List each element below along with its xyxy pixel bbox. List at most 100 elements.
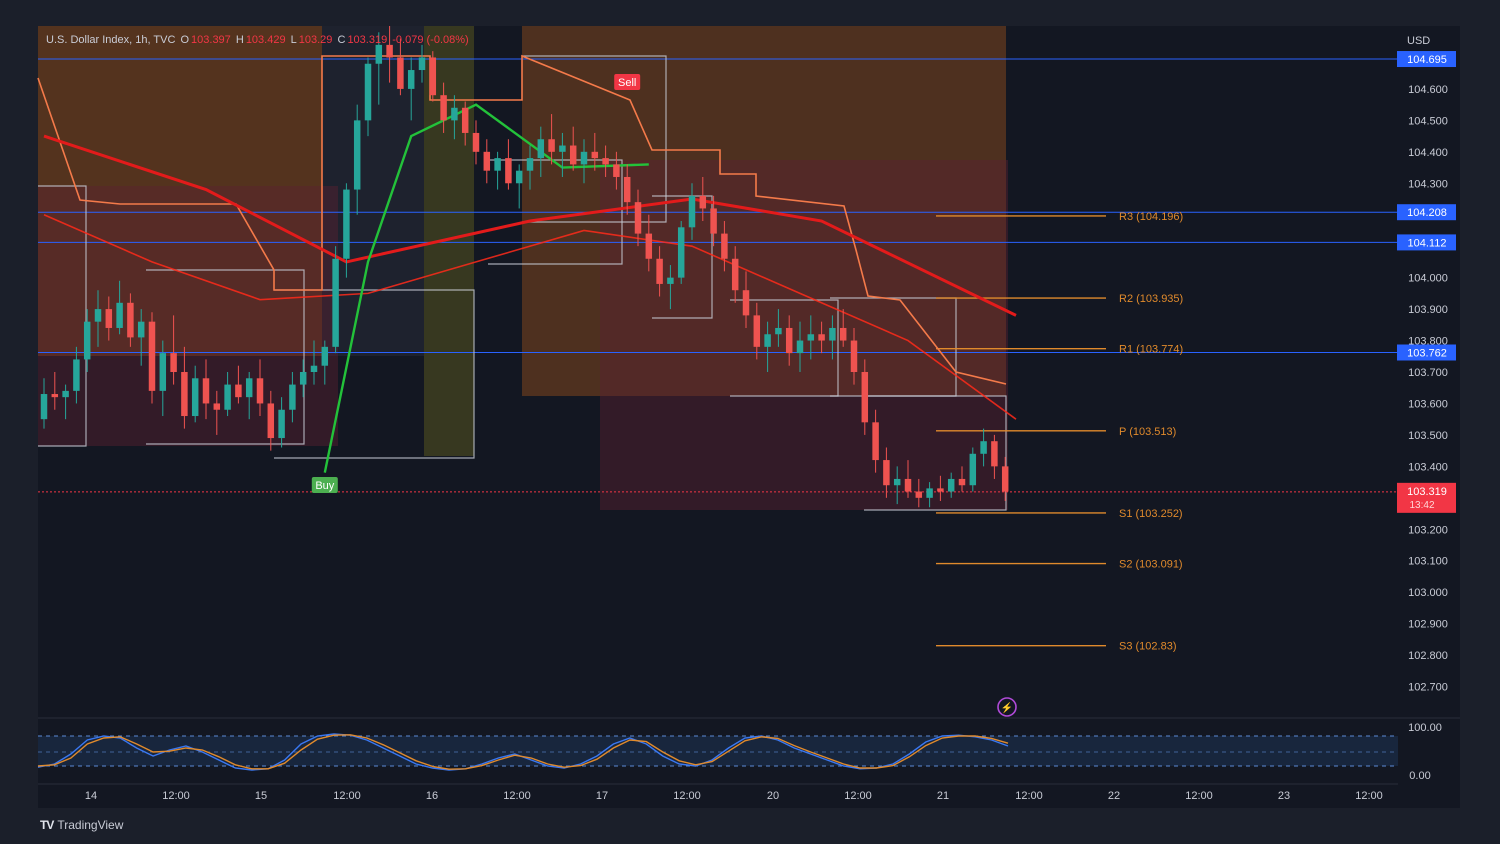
- candle-body: [850, 340, 858, 372]
- candle-body: [235, 384, 242, 398]
- symbol-label: U.S. Dollar Index, 1h, TVC: [46, 34, 176, 46]
- high-value: 103.429: [245, 34, 286, 46]
- candle: [958, 466, 966, 492]
- candle-body: [688, 195, 696, 228]
- candle: [721, 221, 728, 272]
- x-tick-label: 12:00: [503, 790, 531, 802]
- x-tick-label: 14: [85, 790, 97, 802]
- candle-body: [137, 321, 145, 338]
- candle: [73, 346, 80, 404]
- candle-body: [677, 227, 685, 278]
- candle-body: [256, 378, 264, 404]
- candle-body: [321, 346, 329, 366]
- level-price-label: 104.112: [1408, 237, 1447, 249]
- candle-body: [807, 334, 815, 341]
- candle-body: [839, 327, 847, 341]
- open-value: 103.397: [191, 34, 231, 46]
- candle-body: [883, 460, 890, 486]
- candle: [332, 246, 339, 354]
- candle-body: [418, 57, 426, 71]
- buy-signal-label: Buy: [315, 480, 334, 492]
- candle: [397, 38, 404, 96]
- open-label: O: [180, 34, 190, 46]
- candle: [1001, 456, 1009, 501]
- range-box: [38, 185, 87, 447]
- tradingview-logo-icon: TV: [40, 818, 54, 832]
- candle: [991, 434, 998, 479]
- candle: [191, 365, 199, 423]
- candle: [559, 132, 566, 177]
- candle-body: [947, 478, 955, 492]
- candle: [731, 246, 739, 303]
- level-price-box: [1397, 234, 1456, 251]
- candle: [926, 482, 933, 508]
- candle-body: [915, 491, 923, 498]
- last-price-box: [1397, 482, 1456, 513]
- range-box: [488, 159, 623, 265]
- pivot-label: R2 (103.935): [1119, 293, 1183, 305]
- candle-body: [289, 384, 296, 410]
- candle-body: [62, 390, 69, 398]
- candle: [159, 340, 167, 417]
- candle: [699, 176, 707, 222]
- candle: [386, 26, 393, 83]
- tradingview-brand[interactable]: TV TradingView: [40, 818, 123, 832]
- ema-fast-line: [43, 213, 1017, 420]
- candle: [634, 189, 642, 247]
- candle: [969, 447, 977, 492]
- candle: [353, 104, 361, 215]
- candle: [796, 321, 804, 372]
- candle: [202, 359, 210, 420]
- candle-body: [159, 353, 167, 391]
- candle-body: [872, 422, 879, 461]
- candle: [623, 164, 631, 215]
- y-tick-label: 103.700: [1408, 367, 1448, 379]
- candle: [472, 120, 480, 165]
- candle: [839, 309, 847, 347]
- candle: [861, 359, 869, 435]
- candle-body: [181, 372, 188, 417]
- candle: [494, 151, 501, 190]
- candle-body: [969, 453, 977, 486]
- sell-signal-label: Sell: [618, 77, 636, 89]
- candle: [483, 139, 491, 184]
- candle-body: [245, 378, 253, 398]
- red-cloud: [38, 186, 338, 446]
- candle: [710, 195, 717, 247]
- candle: [83, 309, 91, 372]
- low-value: 103.29: [298, 34, 333, 46]
- candle: [937, 475, 944, 501]
- candle-body: [580, 151, 588, 165]
- candle: [461, 101, 469, 146]
- range-box: [146, 269, 305, 445]
- candle-body: [656, 258, 663, 284]
- candle-body: [310, 365, 318, 372]
- change-value: -0.079 (-0.08%): [392, 34, 469, 46]
- candle: [321, 340, 329, 385]
- x-tick-label: 23: [1278, 790, 1290, 802]
- candle-body: [818, 334, 825, 341]
- candle: [40, 378, 48, 429]
- candle: [170, 315, 177, 385]
- brand-name: TradingView: [57, 818, 124, 832]
- candle-body: [267, 403, 275, 439]
- oscillator-tick-label: 0.00: [1409, 770, 1430, 782]
- range-box: [730, 299, 839, 397]
- candle-body: [1001, 466, 1009, 492]
- candle-body: [537, 139, 545, 159]
- candle: [440, 82, 447, 133]
- y-tick-label: 103.400: [1408, 461, 1448, 473]
- candle: [515, 164, 523, 209]
- oscillator-tick-label: 100.00: [1408, 722, 1442, 734]
- candle-body: [623, 176, 631, 203]
- candle-body: [505, 158, 512, 184]
- candle-body: [861, 372, 869, 423]
- candle: [148, 312, 156, 404]
- candle-body: [40, 394, 48, 420]
- candle: [753, 302, 761, 360]
- candle-body: [710, 208, 717, 234]
- candle: [829, 315, 836, 360]
- candle-body: [429, 57, 437, 96]
